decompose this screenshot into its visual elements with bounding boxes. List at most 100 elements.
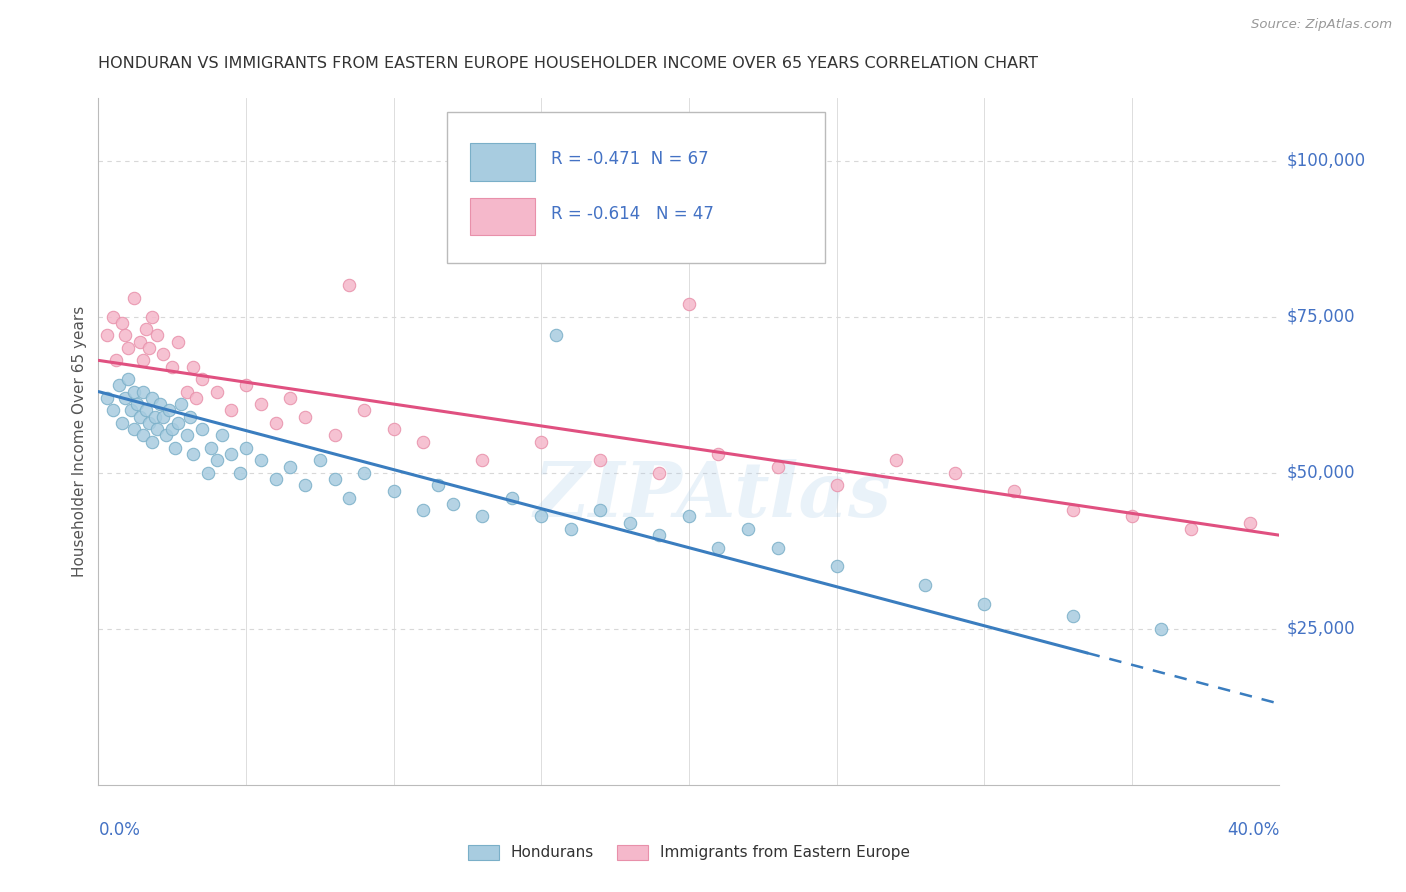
Legend: Hondurans, Immigrants from Eastern Europe: Hondurans, Immigrants from Eastern Europ… — [463, 838, 915, 867]
Point — [191, 422, 214, 436]
Point — [235, 378, 257, 392]
Point — [200, 441, 222, 455]
Point — [141, 310, 163, 324]
Point — [1121, 509, 1143, 524]
Point — [170, 397, 193, 411]
Point — [884, 453, 907, 467]
Point — [229, 466, 252, 480]
Point — [132, 353, 155, 368]
Point — [176, 384, 198, 399]
Point — [914, 578, 936, 592]
Point — [766, 541, 789, 555]
Point — [135, 322, 157, 336]
Point — [117, 341, 139, 355]
Point — [165, 441, 187, 455]
Point — [264, 416, 287, 430]
Point — [157, 403, 180, 417]
Point — [560, 522, 582, 536]
Point — [589, 503, 612, 517]
Point — [441, 497, 464, 511]
Point — [122, 422, 145, 436]
Point — [264, 472, 287, 486]
Point — [181, 447, 204, 461]
Point — [530, 434, 553, 449]
Text: 40.0%: 40.0% — [1227, 821, 1279, 838]
Point — [219, 447, 242, 461]
FancyBboxPatch shape — [471, 198, 536, 235]
Point — [678, 297, 700, 311]
Point — [103, 403, 125, 417]
Point — [707, 447, 730, 461]
Point — [278, 459, 302, 474]
Point — [1002, 484, 1025, 499]
FancyBboxPatch shape — [471, 143, 536, 180]
Point — [111, 416, 134, 430]
Point — [152, 409, 174, 424]
Point — [766, 459, 789, 474]
Point — [309, 453, 332, 467]
Point — [382, 484, 405, 499]
Text: Source: ZipAtlas.com: Source: ZipAtlas.com — [1251, 18, 1392, 31]
Point — [105, 353, 128, 368]
Text: $75,000: $75,000 — [1286, 308, 1355, 326]
Point — [235, 441, 257, 455]
Point — [128, 334, 150, 349]
Point — [132, 428, 155, 442]
Point — [323, 472, 346, 486]
Point — [278, 391, 302, 405]
Point — [412, 434, 434, 449]
Point — [973, 597, 995, 611]
Point — [471, 509, 494, 524]
Point — [412, 503, 434, 517]
Point — [162, 359, 183, 374]
Point — [294, 409, 316, 424]
Point — [648, 528, 671, 542]
Point — [146, 422, 169, 436]
Point — [122, 291, 145, 305]
Point — [219, 403, 242, 417]
Point — [120, 403, 142, 417]
Point — [1150, 622, 1173, 636]
Point — [205, 384, 228, 399]
Text: HONDURAN VS IMMIGRANTS FROM EASTERN EUROPE HOUSEHOLDER INCOME OVER 65 YEARS CORR: HONDURAN VS IMMIGRANTS FROM EASTERN EURO… — [98, 56, 1039, 71]
Point — [323, 428, 346, 442]
Point — [544, 328, 567, 343]
Point — [162, 422, 183, 436]
Point — [471, 453, 494, 467]
Point — [1062, 503, 1084, 517]
Point — [117, 372, 139, 386]
Point — [96, 391, 118, 405]
Point — [211, 428, 233, 442]
Point — [250, 453, 273, 467]
Point — [135, 403, 157, 417]
Point — [125, 397, 148, 411]
Text: ZIPAtlas: ZIPAtlas — [533, 459, 891, 533]
Point — [501, 491, 523, 505]
Point — [143, 409, 166, 424]
Point — [353, 466, 375, 480]
Y-axis label: Householder Income Over 65 years: Householder Income Over 65 years — [72, 306, 87, 577]
Point — [179, 409, 201, 424]
Point — [114, 391, 136, 405]
Point — [184, 391, 207, 405]
Point — [619, 516, 641, 530]
Point — [1239, 516, 1261, 530]
Text: $25,000: $25,000 — [1286, 620, 1355, 638]
Point — [149, 397, 172, 411]
Text: $50,000: $50,000 — [1286, 464, 1355, 482]
Point — [96, 328, 118, 343]
Point — [167, 334, 190, 349]
Point — [353, 403, 375, 417]
Point — [181, 359, 204, 374]
Text: $100,000: $100,000 — [1286, 152, 1365, 169]
Point — [132, 384, 155, 399]
Point — [943, 466, 966, 480]
Point — [146, 328, 169, 343]
Point — [678, 509, 700, 524]
Point — [108, 378, 131, 392]
Point — [382, 422, 405, 436]
Point — [152, 347, 174, 361]
Point — [128, 409, 150, 424]
Point — [427, 478, 450, 492]
FancyBboxPatch shape — [447, 112, 825, 263]
